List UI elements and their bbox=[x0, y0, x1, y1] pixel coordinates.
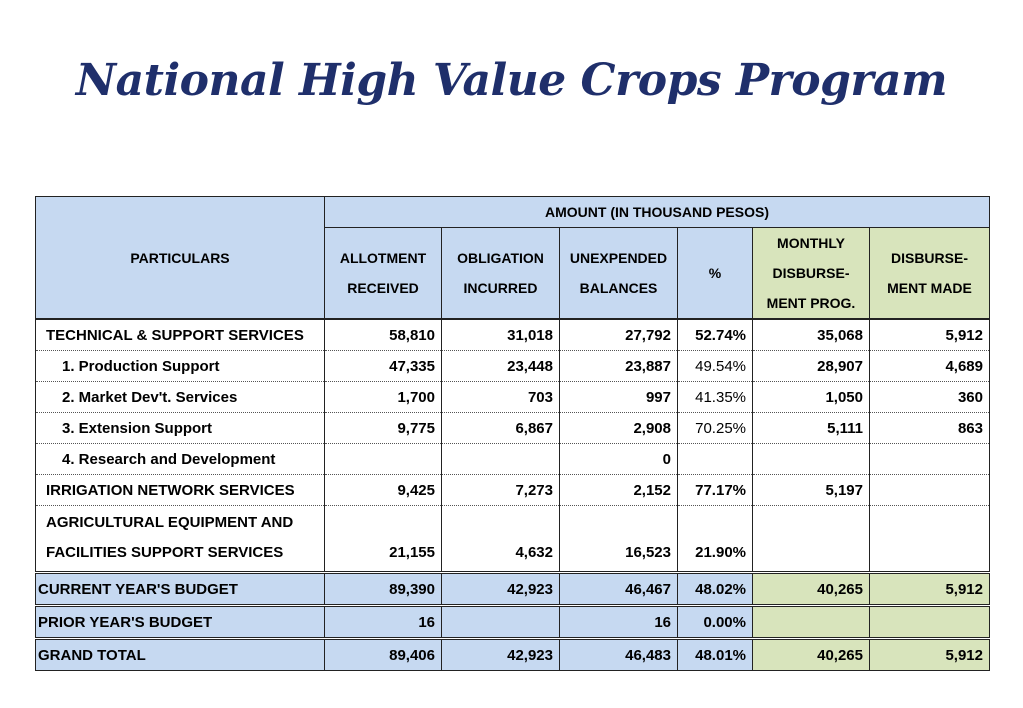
made-cell bbox=[869, 604, 990, 639]
header-disbursement-made: DISBURSE-MENT MADE bbox=[869, 227, 990, 320]
row-name: 4. Research and Development bbox=[35, 443, 325, 475]
total-row: GRAND TOTAL 89,406 42,923 46,483 48.01% … bbox=[35, 637, 990, 671]
obligation-cell: 703 bbox=[441, 381, 560, 413]
header-allotment: ALLOTMENT RECEIVED bbox=[324, 227, 442, 320]
obligation-cell: 4,632 bbox=[441, 505, 560, 573]
monthly-cell: 5,111 bbox=[752, 412, 870, 444]
table-row: 4. Research and Development 0 bbox=[35, 443, 990, 475]
made-cell: 5,912 bbox=[869, 637, 990, 671]
row-name: 2. Market Dev't. Services bbox=[35, 381, 325, 413]
monthly-cell bbox=[752, 604, 870, 639]
monthly-cell bbox=[752, 443, 870, 475]
header-unexpended: UNEXPENDED BALANCES bbox=[559, 227, 678, 320]
total-name: GRAND TOTAL bbox=[35, 637, 325, 671]
made-cell: 360 bbox=[869, 381, 990, 413]
made-cell bbox=[869, 443, 990, 475]
page-title: National High Value Crops Program bbox=[75, 55, 948, 106]
allotment-cell: 16 bbox=[324, 604, 442, 639]
unexpended-cell: 997 bbox=[559, 381, 678, 413]
made-cell: 863 bbox=[869, 412, 990, 444]
obligation-cell: 6,867 bbox=[441, 412, 560, 444]
percent-cell: 77.17% bbox=[677, 474, 753, 506]
percent-cell: 48.02% bbox=[677, 571, 753, 606]
monthly-cell: 40,265 bbox=[752, 637, 870, 671]
row-name-line2: FACILITIES SUPPORT SERVICES bbox=[46, 544, 284, 561]
made-cell bbox=[869, 474, 990, 506]
percent-cell: 52.74% bbox=[677, 318, 753, 351]
header-particulars: PARTICULARS bbox=[35, 196, 325, 320]
allotment-cell bbox=[324, 443, 442, 475]
allotment-cell: 47,335 bbox=[324, 350, 442, 382]
row-name-line1: AGRICULTURAL EQUIPMENT AND bbox=[46, 514, 294, 531]
row-name: IRRIGATION NETWORK SERVICES bbox=[35, 474, 325, 506]
unexpended-cell: 16 bbox=[559, 604, 678, 639]
percent-cell: 41.35% bbox=[677, 381, 753, 413]
percent-cell: 49.54% bbox=[677, 350, 753, 382]
monthly-cell: 1,050 bbox=[752, 381, 870, 413]
unexpended-cell: 27,792 bbox=[559, 318, 678, 351]
table-row: IRRIGATION NETWORK SERVICES 9,425 7,273 … bbox=[35, 474, 990, 506]
percent-cell bbox=[677, 443, 753, 475]
obligation-cell bbox=[441, 604, 560, 639]
monthly-cell: 35,068 bbox=[752, 318, 870, 351]
total-name: CURRENT YEAR'S BUDGET bbox=[35, 571, 325, 606]
monthly-cell bbox=[752, 505, 870, 573]
table-row: 1. Production Support 47,335 23,448 23,8… bbox=[35, 350, 990, 382]
unexpended-cell: 2,908 bbox=[559, 412, 678, 444]
table-row: AGRICULTURAL EQUIPMENT AND FACILITIES SU… bbox=[35, 505, 990, 573]
table-row: 3. Extension Support 9,775 6,867 2,908 7… bbox=[35, 412, 990, 444]
allotment-cell: 89,406 bbox=[324, 637, 442, 671]
made-cell: 5,912 bbox=[869, 318, 990, 351]
total-row: PRIOR YEAR'S BUDGET 16 16 0.00% bbox=[35, 604, 990, 639]
unexpended-cell: 2,152 bbox=[559, 474, 678, 506]
unexpended-cell: 16,523 bbox=[559, 505, 678, 573]
obligation-cell: 42,923 bbox=[441, 571, 560, 606]
unexpended-cell: 46,467 bbox=[559, 571, 678, 606]
obligation-cell: 42,923 bbox=[441, 637, 560, 671]
row-name: 1. Production Support bbox=[35, 350, 325, 382]
allotment-cell: 9,775 bbox=[324, 412, 442, 444]
header-monthly-disbursement: MONTHLY DISBURSE-MENT PROG. bbox=[752, 227, 870, 320]
obligation-cell: 7,273 bbox=[441, 474, 560, 506]
allotment-cell: 9,425 bbox=[324, 474, 442, 506]
percent-cell: 21.90% bbox=[677, 505, 753, 573]
allotment-cell: 58,810 bbox=[324, 318, 442, 351]
row-name: 3. Extension Support bbox=[35, 412, 325, 444]
monthly-cell: 40,265 bbox=[752, 571, 870, 606]
total-row: CURRENT YEAR'S BUDGET 89,390 42,923 46,4… bbox=[35, 571, 990, 606]
header-obligation: OBLIGATION INCURRED bbox=[441, 227, 560, 320]
header-percent: % bbox=[677, 227, 753, 320]
monthly-cell: 28,907 bbox=[752, 350, 870, 382]
total-name: PRIOR YEAR'S BUDGET bbox=[35, 604, 325, 639]
obligation-cell bbox=[441, 443, 560, 475]
row-name: TECHNICAL & SUPPORT SERVICES bbox=[35, 318, 325, 351]
row-name: AGRICULTURAL EQUIPMENT AND FACILITIES SU… bbox=[35, 505, 325, 573]
unexpended-cell: 46,483 bbox=[559, 637, 678, 671]
obligation-cell: 23,448 bbox=[441, 350, 560, 382]
table-row: 2. Market Dev't. Services 1,700 703 997 … bbox=[35, 381, 990, 413]
made-cell: 4,689 bbox=[869, 350, 990, 382]
percent-cell: 48.01% bbox=[677, 637, 753, 671]
monthly-cell: 5,197 bbox=[752, 474, 870, 506]
allotment-cell: 89,390 bbox=[324, 571, 442, 606]
unexpended-cell: 0 bbox=[559, 443, 678, 475]
allotment-cell: 1,700 bbox=[324, 381, 442, 413]
percent-cell: 0.00% bbox=[677, 604, 753, 639]
made-cell bbox=[869, 505, 990, 573]
header-amount: AMOUNT (IN THOUSAND PESOS) bbox=[324, 196, 990, 228]
allotment-cell: 21,155 bbox=[324, 505, 442, 573]
made-cell: 5,912 bbox=[869, 571, 990, 606]
table-row: TECHNICAL & SUPPORT SERVICES 58,810 31,0… bbox=[35, 318, 990, 351]
budget-table: PARTICULARS AMOUNT (IN THOUSAND PESOS) A… bbox=[35, 196, 990, 671]
obligation-cell: 31,018 bbox=[441, 318, 560, 351]
unexpended-cell: 23,887 bbox=[559, 350, 678, 382]
percent-cell: 70.25% bbox=[677, 412, 753, 444]
